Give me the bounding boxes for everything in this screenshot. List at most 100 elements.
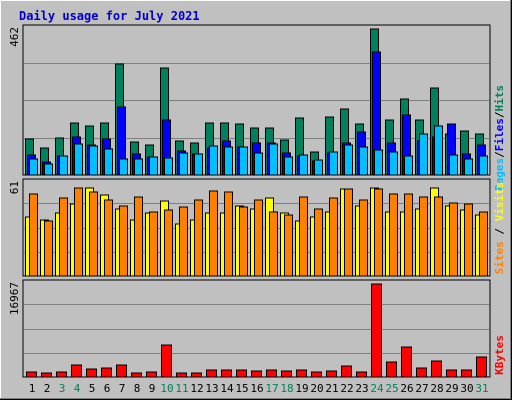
day-label: 7 <box>119 382 126 395</box>
bar-sites <box>299 196 308 277</box>
kbytes-ymax-label: 16967 <box>8 282 21 315</box>
bar-pages <box>344 144 353 176</box>
bars <box>25 28 488 378</box>
bar-pages <box>59 155 68 176</box>
bar-kbytes <box>371 283 382 378</box>
legend-sites: Sites <box>493 241 506 274</box>
bar-kbytes <box>176 372 187 378</box>
day-label: 27 <box>415 382 428 395</box>
bar-sites <box>314 208 323 277</box>
day-label: 30 <box>460 382 473 395</box>
bar-pages <box>434 125 443 176</box>
bar-sites <box>29 193 38 277</box>
bar-sites <box>254 199 263 277</box>
bar-sites <box>239 206 248 277</box>
bar-kbytes <box>296 369 307 378</box>
hits-ymax-label: 462 <box>8 27 21 47</box>
day-label: 26 <box>400 382 413 395</box>
bar-kbytes <box>86 368 97 378</box>
visits-ymax-label: 61 <box>8 181 21 194</box>
bar-sites <box>344 188 353 277</box>
bar-pages <box>404 155 413 176</box>
day-label: 11 <box>175 382 188 395</box>
bar-sites <box>59 197 68 277</box>
day-label: 22 <box>340 382 353 395</box>
bar-kbytes <box>356 371 367 378</box>
bar-pages <box>389 151 398 176</box>
bar-sites <box>374 188 383 277</box>
bar-pages <box>449 154 458 176</box>
bar-kbytes <box>161 344 172 378</box>
bar-pages <box>164 157 173 176</box>
bar-kbytes <box>311 371 322 378</box>
day-label: 12 <box>190 382 203 395</box>
day-label: 21 <box>325 382 338 395</box>
bar-sites <box>179 206 188 277</box>
legend-kbytes: KBytes <box>493 335 506 375</box>
bar-pages <box>179 152 188 176</box>
day-label: 3 <box>59 382 66 395</box>
bar-pages <box>44 163 53 176</box>
day-label: 8 <box>134 382 141 395</box>
bar-kbytes <box>326 370 337 378</box>
day-label: 1 <box>29 382 36 395</box>
day-label: 20 <box>310 382 323 395</box>
bar-kbytes <box>56 371 67 378</box>
bar-sites <box>194 199 203 277</box>
bar-sites <box>149 211 158 277</box>
bar-sites <box>404 193 413 277</box>
bar-sites <box>119 205 128 277</box>
bar-pages <box>89 145 98 176</box>
bar-sites <box>269 211 278 277</box>
bar-kbytes <box>146 371 157 378</box>
bar-kbytes <box>101 367 112 378</box>
bar-kbytes <box>476 356 487 378</box>
day-label: 14 <box>220 382 234 395</box>
bar-pages <box>74 143 83 176</box>
day-label: 19 <box>295 382 308 395</box>
bar-kbytes <box>116 364 127 378</box>
bar-pages <box>239 146 248 176</box>
legend-files: Files <box>493 118 506 151</box>
bar-kbytes <box>431 360 442 378</box>
day-label: 15 <box>235 382 248 395</box>
bar-pages <box>299 154 308 176</box>
day-label: 9 <box>149 382 156 395</box>
bar-kbytes <box>401 346 412 378</box>
bar-pages <box>359 146 368 176</box>
day-label: 18 <box>280 382 293 395</box>
bar-pages <box>269 143 278 176</box>
bar-sites <box>44 220 53 277</box>
bar-kbytes <box>386 361 397 378</box>
bar-pages <box>314 159 323 176</box>
bar-pages <box>224 146 233 176</box>
bar-kbytes <box>251 370 262 378</box>
day-label: 23 <box>355 382 368 395</box>
bar-kbytes <box>131 372 142 378</box>
bar-sites <box>434 196 443 277</box>
bar-sites <box>74 187 83 277</box>
bar-sites <box>389 193 398 277</box>
bar-pages <box>194 153 203 176</box>
bar-pages <box>134 158 143 176</box>
bar-sites <box>479 211 488 277</box>
bar-pages <box>464 158 473 176</box>
bar-pages <box>419 133 428 176</box>
day-label: 31 <box>475 382 488 395</box>
day-label: 29 <box>445 382 458 395</box>
legend-middle: Sites / Visits <box>493 182 506 275</box>
day-label: 28 <box>430 382 443 395</box>
bar-sites <box>464 203 473 277</box>
bar-kbytes <box>221 369 232 378</box>
day-label: 4 <box>74 382 81 395</box>
bar-pages <box>149 156 158 176</box>
panel-kbytes-bg <box>22 279 491 378</box>
legend-hits: Hits <box>493 85 506 112</box>
bar-kbytes <box>71 364 82 378</box>
legend-bottom: KBytes <box>493 335 506 375</box>
bar-kbytes <box>281 370 292 378</box>
day-label: 10 <box>160 382 173 395</box>
bar-sites <box>284 214 293 277</box>
bar-kbytes <box>341 365 352 378</box>
